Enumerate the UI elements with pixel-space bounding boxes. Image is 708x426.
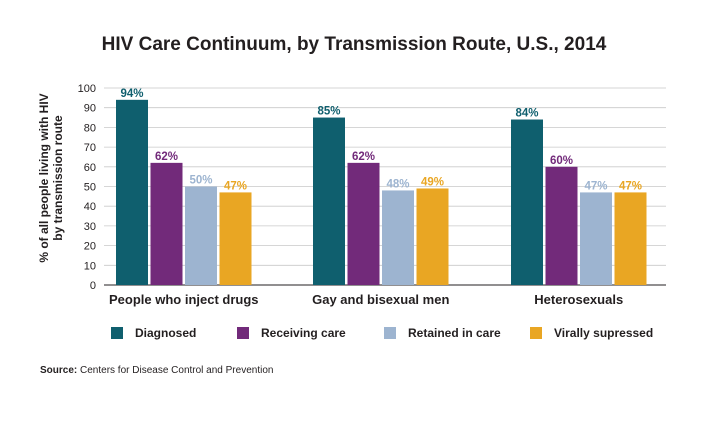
y-axis: 0 10 20 30 40 50 60 70 80 90 100 bbox=[78, 83, 96, 292]
bar-retained-in-care bbox=[185, 186, 217, 285]
y-tick-label: 10 bbox=[84, 260, 96, 272]
legend-item: Retained in care bbox=[384, 326, 501, 340]
category-label: People who inject drugs bbox=[109, 292, 259, 307]
source-label: Source: bbox=[40, 365, 78, 376]
legend-swatch bbox=[237, 327, 249, 339]
x-axis: People who inject drugs Gay and bisexual … bbox=[109, 292, 623, 307]
y-tick-label: 20 bbox=[84, 241, 96, 253]
legend-swatch bbox=[384, 327, 396, 339]
y-tick-label: 40 bbox=[84, 201, 96, 213]
data-labels: 94% 62% 50% 47% 85% 62% 48% 49% 84% 60% 47% 47% bbox=[120, 88, 642, 193]
legend-swatch bbox=[530, 327, 542, 339]
bar-diagnosed bbox=[511, 119, 543, 286]
category-label: Gay and bisexual men bbox=[312, 292, 449, 307]
y-tick-label: 30 bbox=[84, 221, 96, 233]
source-text: Centers for Disease Control and Preventi… bbox=[77, 365, 274, 376]
bar-virally-supressed bbox=[614, 192, 647, 285]
data-label: 47% bbox=[224, 180, 247, 192]
y-tick-label: 70 bbox=[84, 142, 96, 154]
bars bbox=[116, 99, 647, 286]
legend-label: Retained in care bbox=[408, 326, 501, 340]
legend-label: Diagnosed bbox=[135, 326, 197, 340]
bar-virally-supressed bbox=[416, 188, 449, 285]
legend: Diagnosed Receiving care Retained in care V… bbox=[0, 326, 708, 346]
data-label: 94% bbox=[120, 88, 143, 100]
legend-swatch bbox=[111, 327, 123, 339]
data-label: 84% bbox=[515, 108, 538, 120]
legend-item: Virally supressed bbox=[530, 326, 653, 340]
legend-item: Receiving care bbox=[237, 326, 346, 340]
bar-retained-in-care bbox=[580, 192, 612, 285]
bar-receiving-care bbox=[347, 162, 380, 285]
y-tick-label: 90 bbox=[84, 103, 96, 115]
category-label: Heterosexuals bbox=[534, 292, 623, 307]
data-label: 60% bbox=[550, 155, 573, 167]
y-tick-label: 80 bbox=[84, 122, 96, 134]
chart-title: HIV Care Continuum, by Transmission Rout… bbox=[101, 34, 607, 55]
data-label: 47% bbox=[584, 180, 607, 192]
bar-diagnosed bbox=[116, 99, 148, 285]
data-label: 49% bbox=[421, 176, 444, 188]
bar-diagnosed bbox=[313, 117, 345, 285]
data-label: 62% bbox=[352, 151, 375, 163]
legend-label: Virally supressed bbox=[554, 326, 654, 340]
data-label: 47% bbox=[619, 180, 642, 192]
data-label: 85% bbox=[317, 106, 340, 118]
legend-label: Receiving care bbox=[261, 326, 346, 340]
legend-item: Diagnosed bbox=[111, 326, 196, 340]
bar-virally-supressed bbox=[219, 192, 252, 285]
bar-receiving-care bbox=[150, 162, 183, 285]
source-note: Source: Centers for Disease Control and … bbox=[40, 365, 273, 376]
y-tick-label: 50 bbox=[84, 182, 96, 194]
bar-receiving-care bbox=[545, 166, 578, 285]
y-axis-label-line2: by transmission route bbox=[51, 115, 65, 241]
y-axis-label-line1: % of all people living with HIV bbox=[37, 93, 51, 262]
data-label: 50% bbox=[189, 175, 212, 187]
y-tick-label: 0 bbox=[90, 280, 96, 292]
y-tick-label: 100 bbox=[78, 83, 96, 95]
data-label: 62% bbox=[155, 151, 178, 163]
bar-retained-in-care bbox=[382, 190, 414, 285]
data-label: 48% bbox=[386, 178, 409, 190]
y-tick-label: 60 bbox=[84, 162, 96, 174]
